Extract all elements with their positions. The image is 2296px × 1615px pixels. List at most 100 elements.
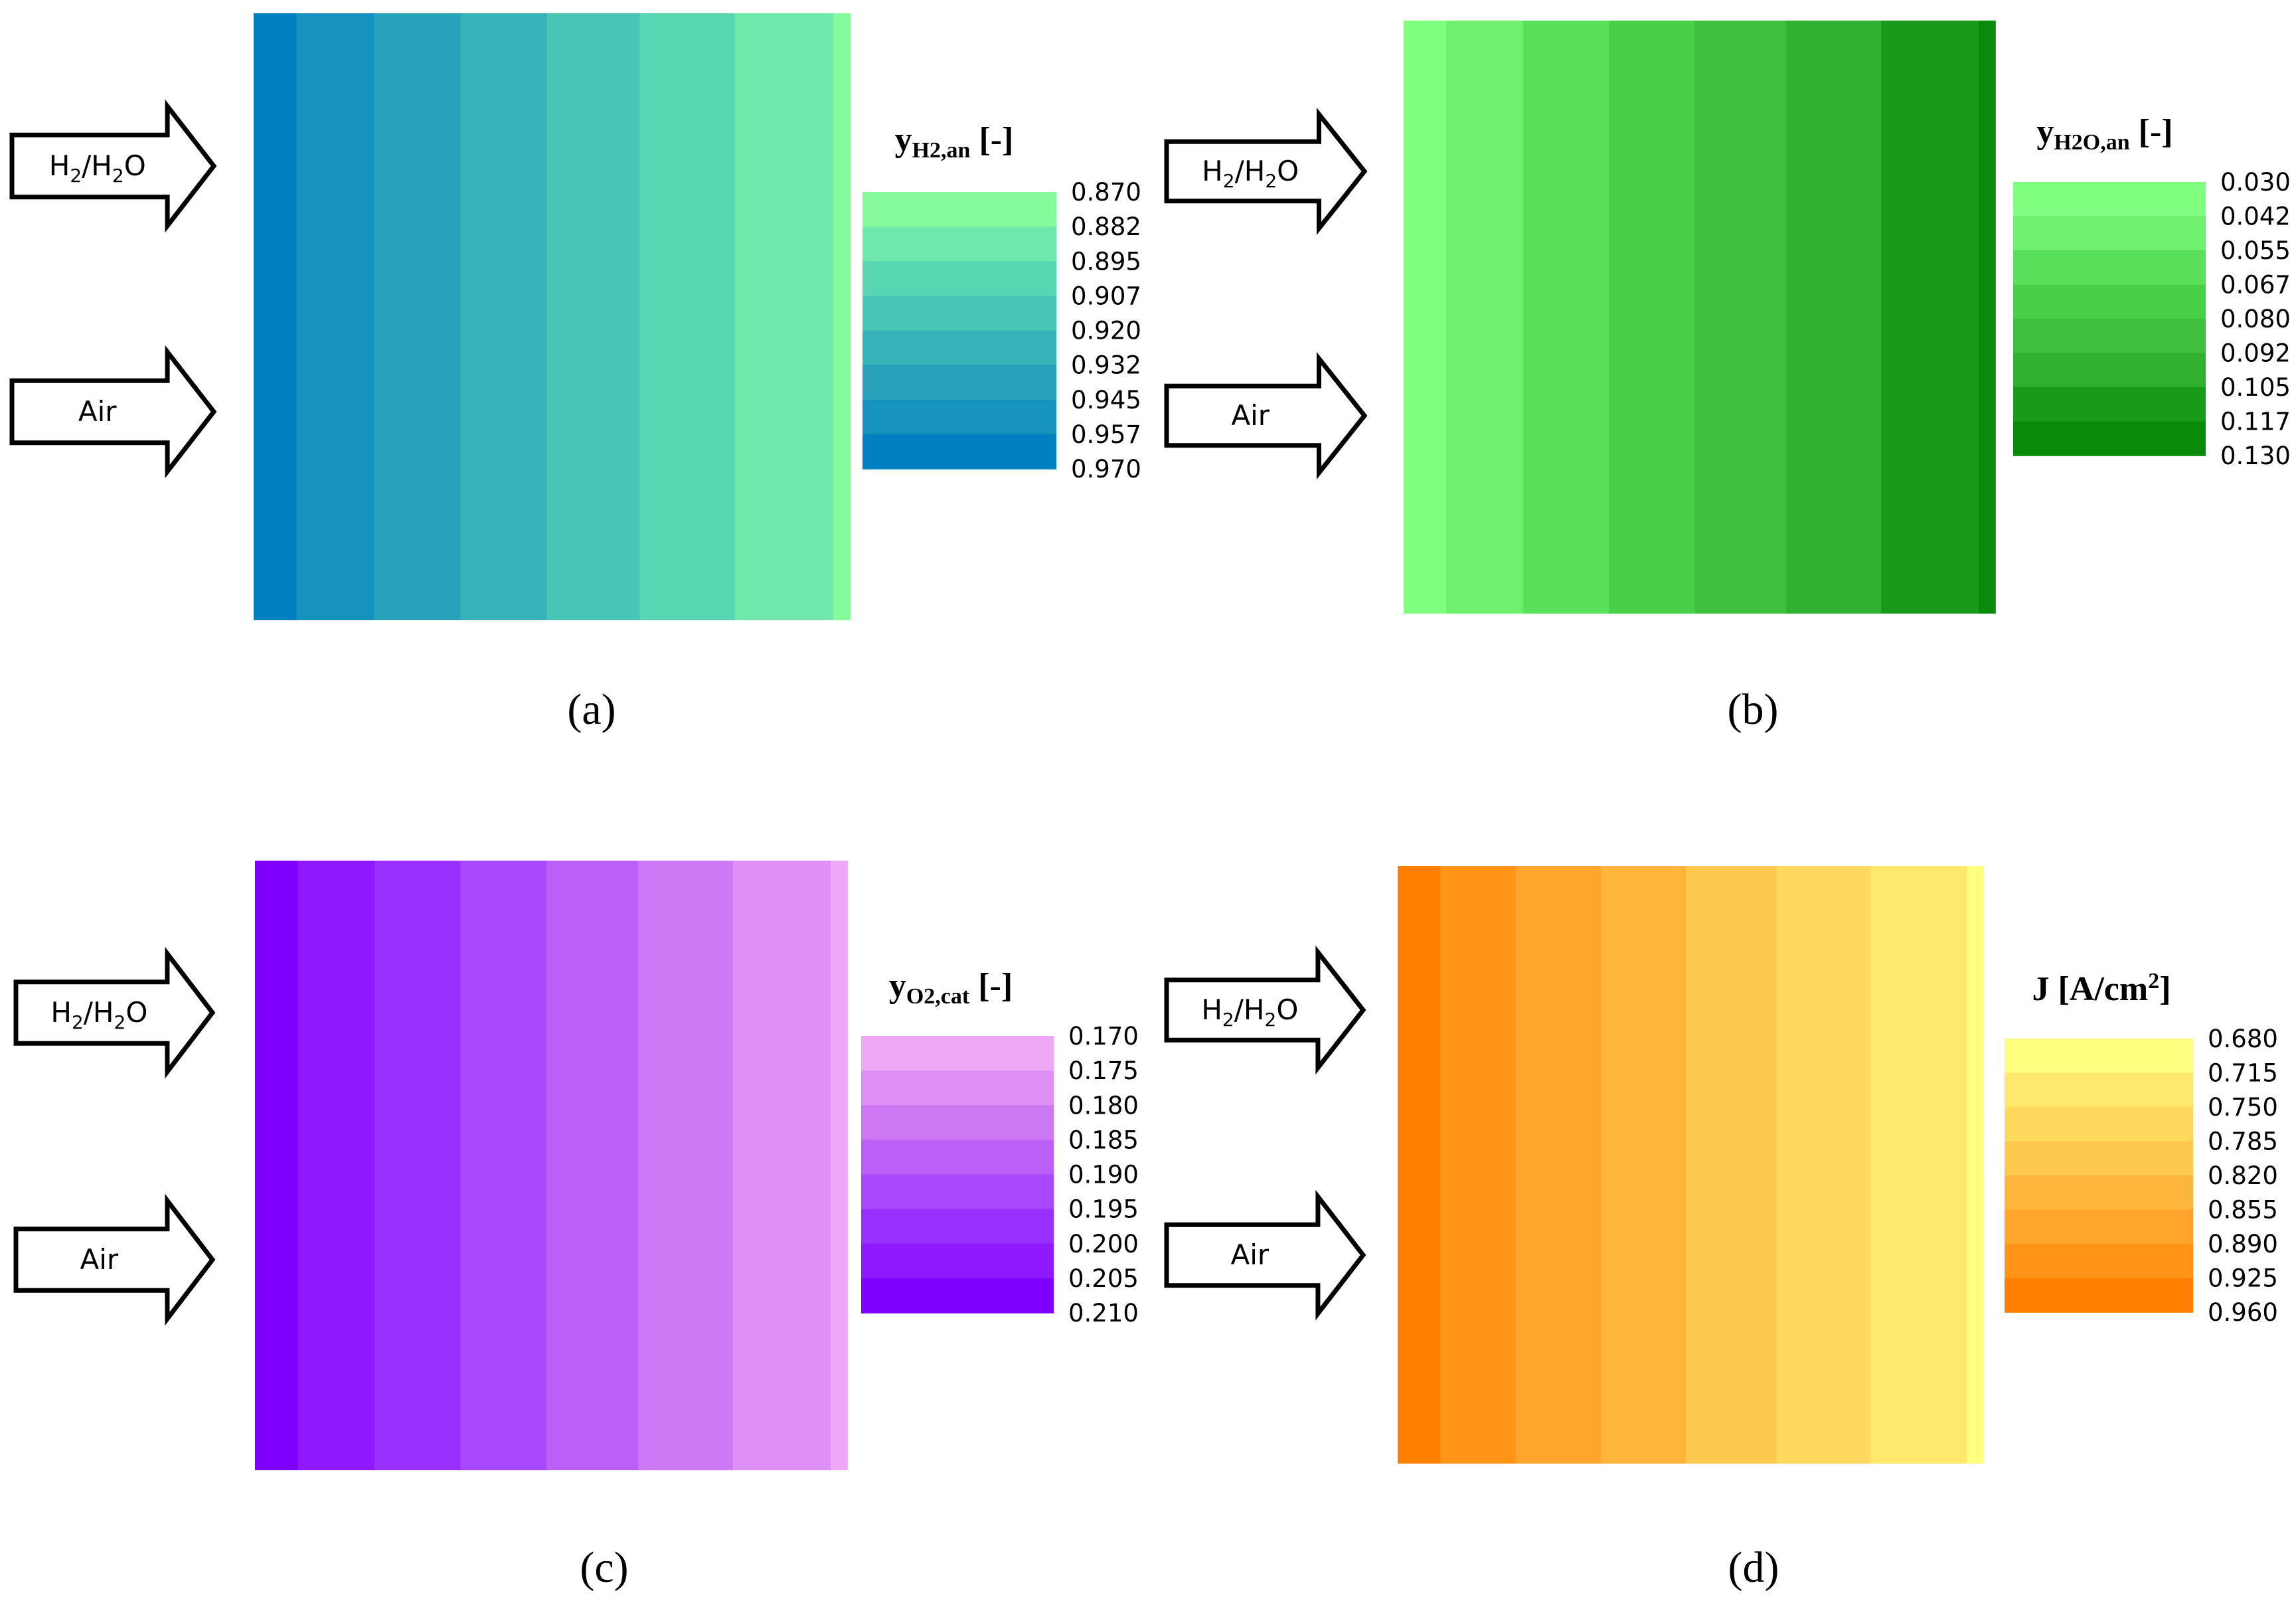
heatmap-band [1979, 21, 1996, 614]
colorbar-tick-label: 0.185 [1068, 1126, 1139, 1154]
heatmap-band [296, 13, 375, 620]
colorbar-swatch [2013, 216, 2206, 251]
heatmap-band [1776, 866, 1871, 1464]
heatmap-band [732, 861, 831, 1470]
cathode-inlet-label: Air [78, 395, 117, 428]
anode-inlet-label: H2/H2O [1201, 993, 1298, 1031]
colorbar-swatch [861, 1209, 1054, 1244]
heatmap-band [831, 861, 848, 1470]
colorbar-tick-label: 0.195 [1068, 1195, 1139, 1224]
heatmap-band [1516, 866, 1601, 1464]
colorbar-swatch [2013, 387, 2206, 422]
panel-a-figure: H2/H2O Air 0.870 0.882 0.895 0.907 0.920 0.932 0… [9, 13, 1141, 734]
cathode-inlet-label: Air [1231, 1238, 1270, 1271]
colorbar-tick-label: 0.820 [2208, 1161, 2278, 1190]
heatmap-band [1404, 21, 1447, 614]
colorbar-swatch [862, 330, 1056, 366]
panel-c-figure: H2/H2O Air 0.170 0.175 0.180 0.185 0.190 0.195 0… [13, 861, 1139, 1592]
colorbar-tick-label: 0.210 [1068, 1299, 1139, 1327]
colorbar-tick-label: 0.030 [2220, 168, 2291, 197]
colorbar-swatch [2013, 250, 2206, 286]
heatmap-band [638, 861, 734, 1470]
colorbar-tick-label: 0.200 [1068, 1230, 1139, 1258]
colorbar-title: yH2O,an [-] [2036, 113, 2173, 155]
colorbar-swatch [862, 365, 1056, 400]
panel-d-figure: H2/H2O Air 0.680 0.715 0.750 0.785 0.820 0.855 0… [1164, 866, 2278, 1592]
anode-inlet-arrow-icon [1164, 945, 1366, 1075]
panel-caption: (b) [1728, 685, 1779, 734]
colorbar-tick-label: 0.080 [2220, 305, 2291, 333]
colorbar-title: yO2,cat [-] [889, 967, 1013, 1009]
anode-inlet-arrow-icon [9, 99, 217, 233]
colorbar-swatch [2005, 1039, 2193, 1074]
heatmap-band [639, 13, 736, 620]
colorbar-swatch [861, 1174, 1054, 1210]
heatmap-band [1439, 866, 1517, 1464]
colorbar-tick-label: 0.882 [1071, 212, 1141, 241]
cathode-inlet-label: Air [1231, 399, 1270, 432]
colorbar-swatch [2013, 284, 2206, 319]
colorbar-swatch [862, 226, 1056, 262]
colorbar-title: J [A/cm2] [2032, 969, 2171, 1008]
colorbar-swatch [862, 192, 1056, 227]
colorbar-swatch [861, 1105, 1054, 1141]
colorbar-swatch [862, 261, 1056, 297]
heatmap-band [374, 861, 461, 1470]
heatmap-band [833, 13, 851, 620]
anode-inlet-label: H2/H2O [49, 149, 146, 187]
colorbar-swatch [862, 296, 1056, 331]
anode-inlet-label: H2/H2O [1202, 155, 1299, 192]
cathode-inlet-arrow-icon [1164, 351, 1368, 480]
colorbar-tick-label: 0.715 [2208, 1059, 2278, 1088]
colorbar-tick-label: 0.130 [2220, 442, 2291, 470]
colorbar-tick-label: 0.932 [1071, 351, 1141, 380]
colorbar-swatch [861, 1140, 1054, 1175]
colorbar-tick-label: 0.920 [1071, 317, 1141, 345]
colorbar-tick-label: 0.895 [1071, 247, 1141, 276]
panel-caption: (d) [1728, 1543, 1779, 1592]
heatmap-band [1685, 866, 1777, 1464]
colorbar-tick-label: 0.785 [2208, 1128, 2278, 1156]
heatmap-band [1881, 21, 1979, 614]
cathode-inlet-label: Air [80, 1243, 119, 1276]
heatmap-band [1609, 21, 1696, 614]
cathode-inlet-arrow-icon [1164, 1189, 1366, 1321]
anode-inlet-arrow-icon [1164, 107, 1368, 236]
colorbar-tick-label: 0.890 [2208, 1230, 2278, 1258]
panel-caption: (c) [580, 1543, 628, 1592]
colorbar-tick-label: 0.190 [1068, 1161, 1139, 1189]
colorbar-swatch [2013, 421, 2206, 456]
heatmap-band [1870, 866, 1968, 1464]
colorbar-tick-label: 0.205 [1068, 1264, 1139, 1293]
colorbar-tick-label: 0.042 [2220, 203, 2291, 231]
cathode-inlet-arrow-icon [9, 345, 217, 479]
colorbar-tick-label: 0.907 [1071, 282, 1141, 310]
colorbar-tick-label: 0.117 [2220, 408, 2291, 436]
colorbar-swatch [861, 1036, 1054, 1071]
heatmap-band [734, 13, 834, 620]
colorbar-tick-label: 0.970 [1071, 455, 1141, 483]
heatmap-band [254, 13, 297, 620]
colorbar-tick-label: 0.750 [2208, 1093, 2278, 1122]
colorbar-tick-label: 0.105 [2220, 373, 2291, 402]
heatmap-band [546, 861, 639, 1470]
colorbar-swatch [862, 399, 1056, 435]
colorbar-tick-label: 0.680 [2208, 1025, 2278, 1053]
colorbar-tick-label: 0.180 [1068, 1091, 1139, 1120]
heatmap-band [460, 13, 548, 620]
panel-a: H2/H2O Air 0.870 0.882 0.895 0.907 0.920 0.932 0… [0, 0, 1148, 808]
colorbar-title: yH2,an [-] [895, 121, 1014, 163]
heatmap-band [1967, 866, 1984, 1464]
colorbar-tick-label: 0.870 [1071, 178, 1141, 207]
colorbar-swatch [862, 434, 1056, 469]
colorbar-tick-label: 0.925 [2208, 1264, 2278, 1293]
anode-inlet-arrow-icon [13, 946, 216, 1079]
colorbar-swatch [2013, 353, 2206, 388]
colorbar-tick-label: 0.960 [2208, 1298, 2278, 1327]
heatmap-band [374, 13, 461, 620]
colorbar-tick-label: 0.957 [1071, 420, 1141, 449]
heatmap-band [546, 13, 640, 620]
panel-d: H2/H2O Air 0.680 0.715 0.750 0.785 0.820 0.855 0… [1148, 808, 2296, 1615]
colorbar-tick-label: 0.067 [2220, 271, 2291, 299]
heatmap-band [460, 861, 547, 1470]
